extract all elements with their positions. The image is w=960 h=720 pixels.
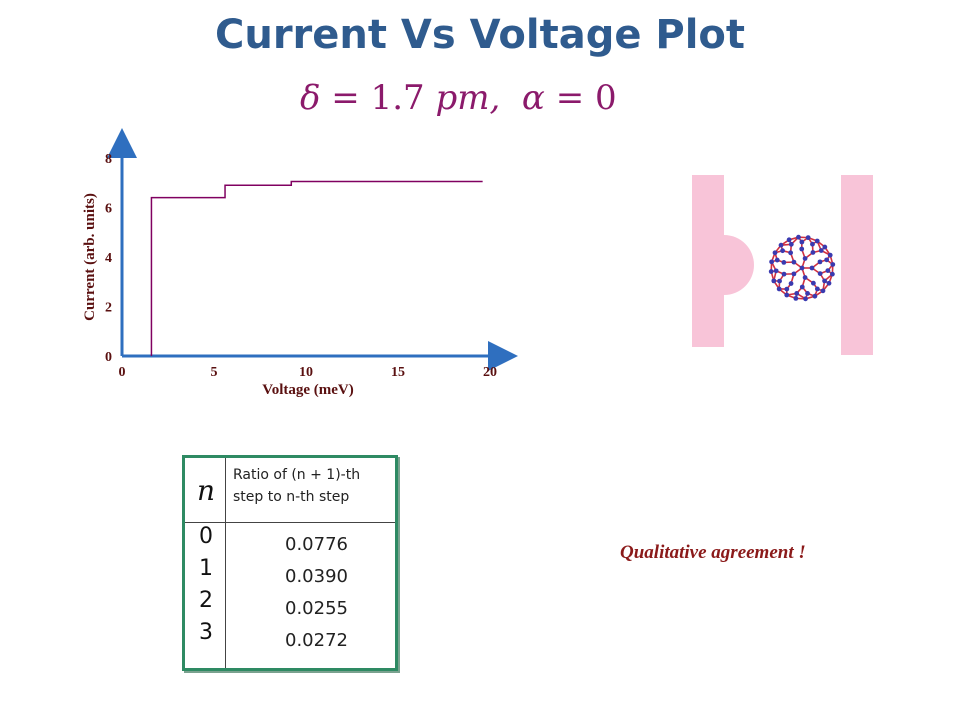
molecule-atom bbox=[805, 291, 810, 296]
molecule-atom bbox=[802, 275, 808, 280]
x-axis-label: Voltage (meV) bbox=[262, 382, 354, 398]
molecule-atom bbox=[788, 241, 794, 247]
molecule-atom bbox=[780, 248, 785, 254]
molecule-atom bbox=[810, 250, 816, 255]
molecule-atom bbox=[772, 250, 778, 256]
molecule-atom bbox=[799, 265, 805, 271]
table-row-n: 0 bbox=[199, 524, 213, 549]
molecule-atom bbox=[822, 278, 827, 284]
molecule-atom bbox=[803, 296, 808, 302]
y-tick-label: 6 bbox=[105, 202, 112, 217]
molecule-atom bbox=[799, 246, 805, 252]
molecule-atom bbox=[822, 244, 828, 250]
molecule-atom bbox=[796, 234, 801, 240]
delta-symbol: δ bbox=[300, 78, 321, 118]
table-row-ratio: 0.0390 bbox=[285, 566, 348, 587]
molecule-atom bbox=[818, 248, 824, 253]
molecule-atom bbox=[817, 271, 823, 277]
iv-chart: 0 5 10 15 20 0 2 4 6 8 Voltage (meV) Current (arb. … bbox=[82, 128, 518, 398]
table-row-ratio: 0.0776 bbox=[285, 534, 348, 555]
x-tick-label: 5 bbox=[211, 365, 218, 380]
x-tick-label: 0 bbox=[119, 365, 126, 380]
right-electrode bbox=[841, 175, 873, 355]
ratio-column-header: Ratio of (n + 1)-th step to n-th step bbox=[233, 464, 393, 508]
molecule-atom bbox=[802, 256, 808, 261]
molecule-atom bbox=[791, 271, 797, 277]
molecule-atom bbox=[814, 238, 820, 244]
molecule-atom bbox=[791, 259, 797, 265]
table-row-ratio: 0.0272 bbox=[285, 630, 348, 651]
n-column-header: n bbox=[196, 474, 216, 507]
table-header-row bbox=[185, 458, 395, 523]
table-row-n: 2 bbox=[199, 588, 213, 613]
molecule-atom bbox=[776, 286, 782, 292]
molecule-atom bbox=[784, 292, 790, 298]
ratio-values: 0.0776 0.0390 0.0255 0.0272 bbox=[285, 534, 385, 662]
ratio-header-line1: Ratio of (n + 1)-th bbox=[233, 467, 361, 483]
x-tick-label: 15 bbox=[391, 365, 405, 380]
ratio-header-line2: step to n-th step bbox=[233, 489, 350, 505]
molecule-atom bbox=[827, 252, 833, 258]
molecule-atom bbox=[814, 286, 820, 292]
molecule-atom bbox=[793, 295, 799, 301]
molecule-atom bbox=[786, 237, 792, 243]
molecule-atom bbox=[829, 271, 835, 277]
molecule-atom bbox=[784, 286, 790, 292]
page-title: Current Vs Voltage Plot bbox=[214, 12, 746, 58]
table-n-column bbox=[185, 458, 226, 668]
molecule-atom bbox=[812, 293, 818, 299]
molecule-atom bbox=[777, 278, 782, 284]
alpha-symbol: α bbox=[521, 78, 545, 118]
molecule-atom bbox=[810, 241, 815, 247]
table-row-ratio: 0.0255 bbox=[285, 598, 348, 619]
current-step-line bbox=[150, 180, 483, 356]
left-electrode-tip bbox=[724, 235, 754, 295]
molecule-atom bbox=[781, 259, 787, 265]
molecule-atom bbox=[805, 235, 811, 241]
molecule-atom bbox=[809, 265, 815, 271]
molecule-atom bbox=[781, 271, 787, 277]
molecule-atom bbox=[788, 250, 794, 256]
delta-unit: pm, bbox=[435, 78, 501, 118]
molecule-atom bbox=[826, 280, 832, 286]
molecule-atom bbox=[817, 259, 823, 265]
molecule-atom bbox=[820, 288, 826, 294]
molecule-atom bbox=[799, 239, 805, 245]
step-ratio-table: n Ratio of (n + 1)-th step to n-th step … bbox=[182, 455, 398, 671]
molecule-atom bbox=[825, 268, 831, 273]
parameter-formula: δ = 1.7 pm, α = 0 bbox=[300, 78, 660, 118]
molecule-atom bbox=[810, 280, 816, 286]
molecule-atom bbox=[771, 278, 777, 284]
molecule-atom bbox=[788, 281, 794, 286]
fullerene-molecule-icon bbox=[768, 234, 836, 302]
y-tick-label: 8 bbox=[105, 152, 112, 167]
molecule-atom bbox=[773, 268, 779, 274]
alpha-value: = 0 bbox=[555, 78, 617, 118]
n-values: 0 1 2 3 bbox=[187, 524, 225, 652]
left-electrode bbox=[692, 175, 724, 347]
y-tick-label: 2 bbox=[105, 301, 112, 316]
molecule-atom bbox=[769, 259, 775, 265]
agreement-note: Qualitative agreement ! bbox=[620, 542, 806, 563]
y-tick-label: 0 bbox=[105, 350, 112, 365]
x-tick-label: 20 bbox=[483, 365, 497, 380]
y-tick-label: 4 bbox=[105, 251, 112, 266]
table-row-n: 3 bbox=[199, 620, 213, 645]
molecule-atom bbox=[799, 284, 805, 290]
molecule-atom bbox=[768, 269, 774, 274]
molecule-atom bbox=[778, 242, 784, 248]
molecule-atom bbox=[794, 291, 800, 296]
molecule-atom bbox=[830, 262, 836, 267]
delta-value: = 1.7 bbox=[331, 78, 425, 118]
y-axis-label: Current (arb. units) bbox=[82, 193, 98, 321]
molecule-atom bbox=[824, 257, 830, 263]
molecule-atom bbox=[774, 257, 780, 263]
x-tick-label: 10 bbox=[299, 365, 313, 380]
table-row-n: 1 bbox=[199, 556, 213, 581]
molecule-junction-diagram bbox=[692, 175, 873, 355]
